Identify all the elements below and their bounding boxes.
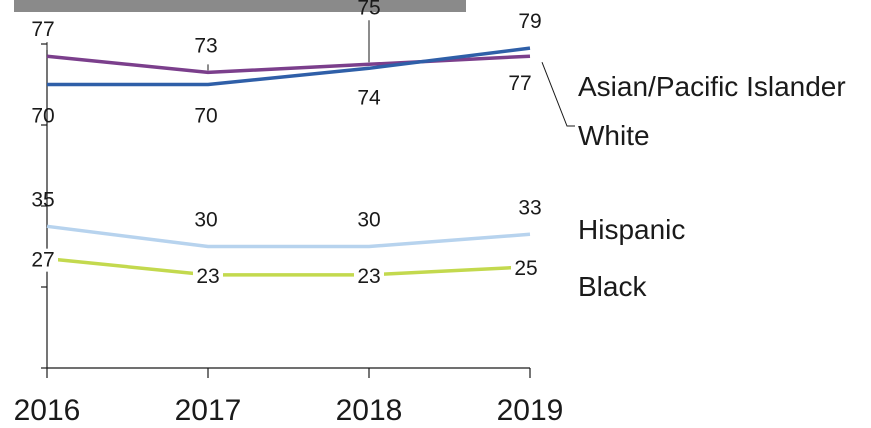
header-bar <box>14 0 466 12</box>
data-label: 77 <box>31 18 54 41</box>
series-line <box>47 46 531 87</box>
series-line <box>46 224 531 249</box>
data-label: 30 <box>194 209 217 232</box>
data-label: 75 <box>357 0 380 19</box>
data-labels: 70 70 74 79 77 73 75 77 35 30 30 33 27 23 23 25 <box>28 0 542 288</box>
series-label: White <box>578 120 650 151</box>
data-label: 77 <box>508 72 531 95</box>
series-label: Asian/Pacific Islander <box>578 71 846 102</box>
data-label: 70 <box>194 105 217 128</box>
x-tick-label: 2019 <box>497 394 564 427</box>
data-label: 33 <box>518 196 541 219</box>
leader-line <box>541 61 575 127</box>
series-label: Black <box>578 271 647 302</box>
data-label: 27 <box>31 249 54 272</box>
data-label-bg <box>28 248 58 272</box>
data-label: 25 <box>514 257 537 280</box>
data-label-bg <box>193 264 223 288</box>
series-lines <box>46 46 531 277</box>
data-label: 23 <box>196 265 219 288</box>
data-label: 70 <box>31 105 54 128</box>
x-tick-label: 2016 <box>14 394 81 427</box>
x-tick-label: 2018 <box>336 394 403 427</box>
x-tick-label: 2017 <box>175 394 242 427</box>
data-label: 74 <box>357 86 381 109</box>
leader-lines <box>46 20 575 225</box>
series-label: Hispanic <box>578 214 685 245</box>
series-labels: Asian/Pacific Islander White Hispanic Black <box>578 71 846 302</box>
series-line <box>46 54 531 75</box>
data-label-bg <box>511 256 541 280</box>
data-label-bg <box>354 264 384 288</box>
data-label: 30 <box>357 209 380 232</box>
axes: 2016 2017 2018 2019 <box>14 43 564 427</box>
series-line <box>46 256 531 277</box>
data-label: 73 <box>194 34 217 57</box>
data-label: 79 <box>518 10 541 33</box>
data-label: 35 <box>31 188 54 211</box>
data-label: 23 <box>357 265 380 288</box>
